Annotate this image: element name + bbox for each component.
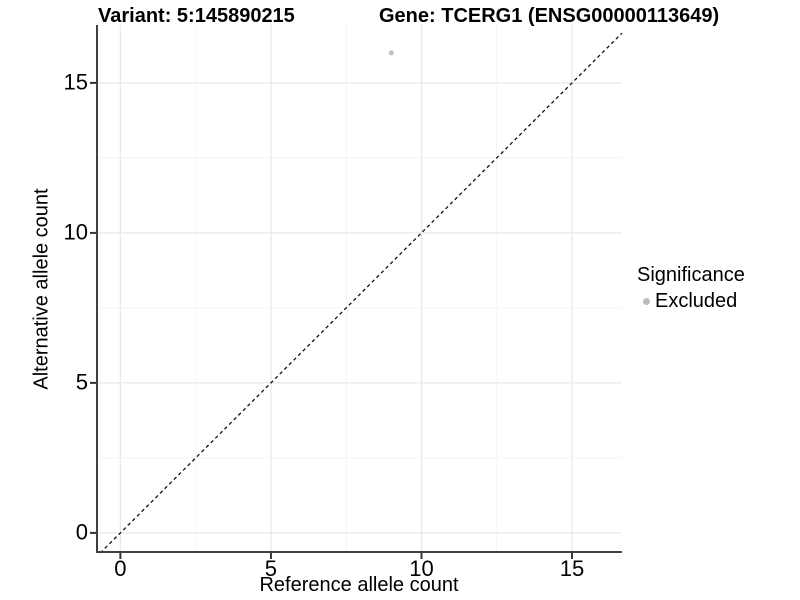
plot-title-variant: Variant: 5:145890215 <box>98 5 295 27</box>
y-tick-label: 15 <box>63 69 88 95</box>
legend-item-label: Excluded <box>655 290 738 312</box>
x-tick-label: 10 <box>409 556 434 581</box>
legend-item: Excluded <box>637 290 745 313</box>
plot-title-gene: Gene: TCERG1 (ENSG00000113649) <box>379 5 720 27</box>
x-tick-label: 0 <box>114 556 127 581</box>
y-axis-title: Alternative allele count <box>30 188 53 390</box>
plot-panel <box>90 25 623 559</box>
x-tick-label: 5 <box>264 556 278 581</box>
identity-dashed-line <box>99 32 623 554</box>
legend: Significance Excluded <box>637 264 745 313</box>
y-tick-label: 10 <box>63 219 88 245</box>
x-tick-label: 15 <box>559 556 585 581</box>
legend-point-icon <box>642 298 650 305</box>
y-tick-label: 5 <box>75 369 88 395</box>
legend-items: Excluded <box>637 290 745 313</box>
x-axis-title: Reference allele count <box>259 574 459 596</box>
legend-title: Significance <box>637 264 745 286</box>
legend-key <box>637 298 655 305</box>
y-tick-label: 0 <box>75 519 88 545</box>
data-point <box>388 50 394 56</box>
